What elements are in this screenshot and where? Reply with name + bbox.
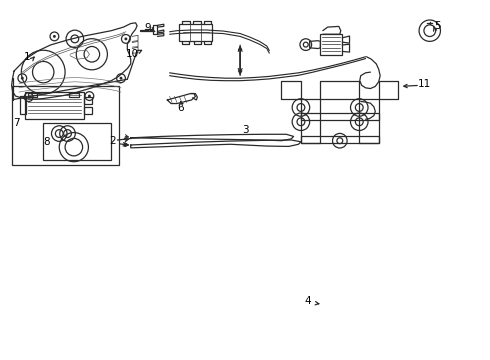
Text: 10: 10 [125, 49, 139, 59]
Text: 8: 8 [43, 138, 50, 148]
Bar [301, 113, 379, 120]
Text: 7: 7 [13, 118, 20, 128]
Circle shape [53, 35, 56, 38]
Bar [179, 24, 213, 41]
Text: 9: 9 [145, 23, 151, 33]
Bar [25, 93, 84, 119]
Bar [84, 97, 92, 104]
Bar [69, 93, 79, 98]
Bar [43, 123, 111, 160]
Circle shape [21, 77, 24, 80]
Bar [21, 96, 26, 114]
Circle shape [88, 95, 91, 98]
Text: 3: 3 [242, 125, 248, 135]
Bar [27, 93, 37, 98]
Circle shape [120, 77, 122, 80]
Bar [84, 107, 92, 114]
Circle shape [124, 37, 127, 40]
Bar [12, 86, 119, 165]
Text: 5: 5 [434, 21, 441, 31]
Bar [320, 34, 342, 55]
Text: 11: 11 [418, 79, 432, 89]
Text: 4: 4 [305, 296, 312, 306]
Bar [301, 136, 379, 143]
Circle shape [27, 96, 30, 99]
Text: 1: 1 [24, 52, 30, 62]
Text: 6: 6 [177, 103, 184, 113]
Text: 2: 2 [109, 136, 116, 146]
